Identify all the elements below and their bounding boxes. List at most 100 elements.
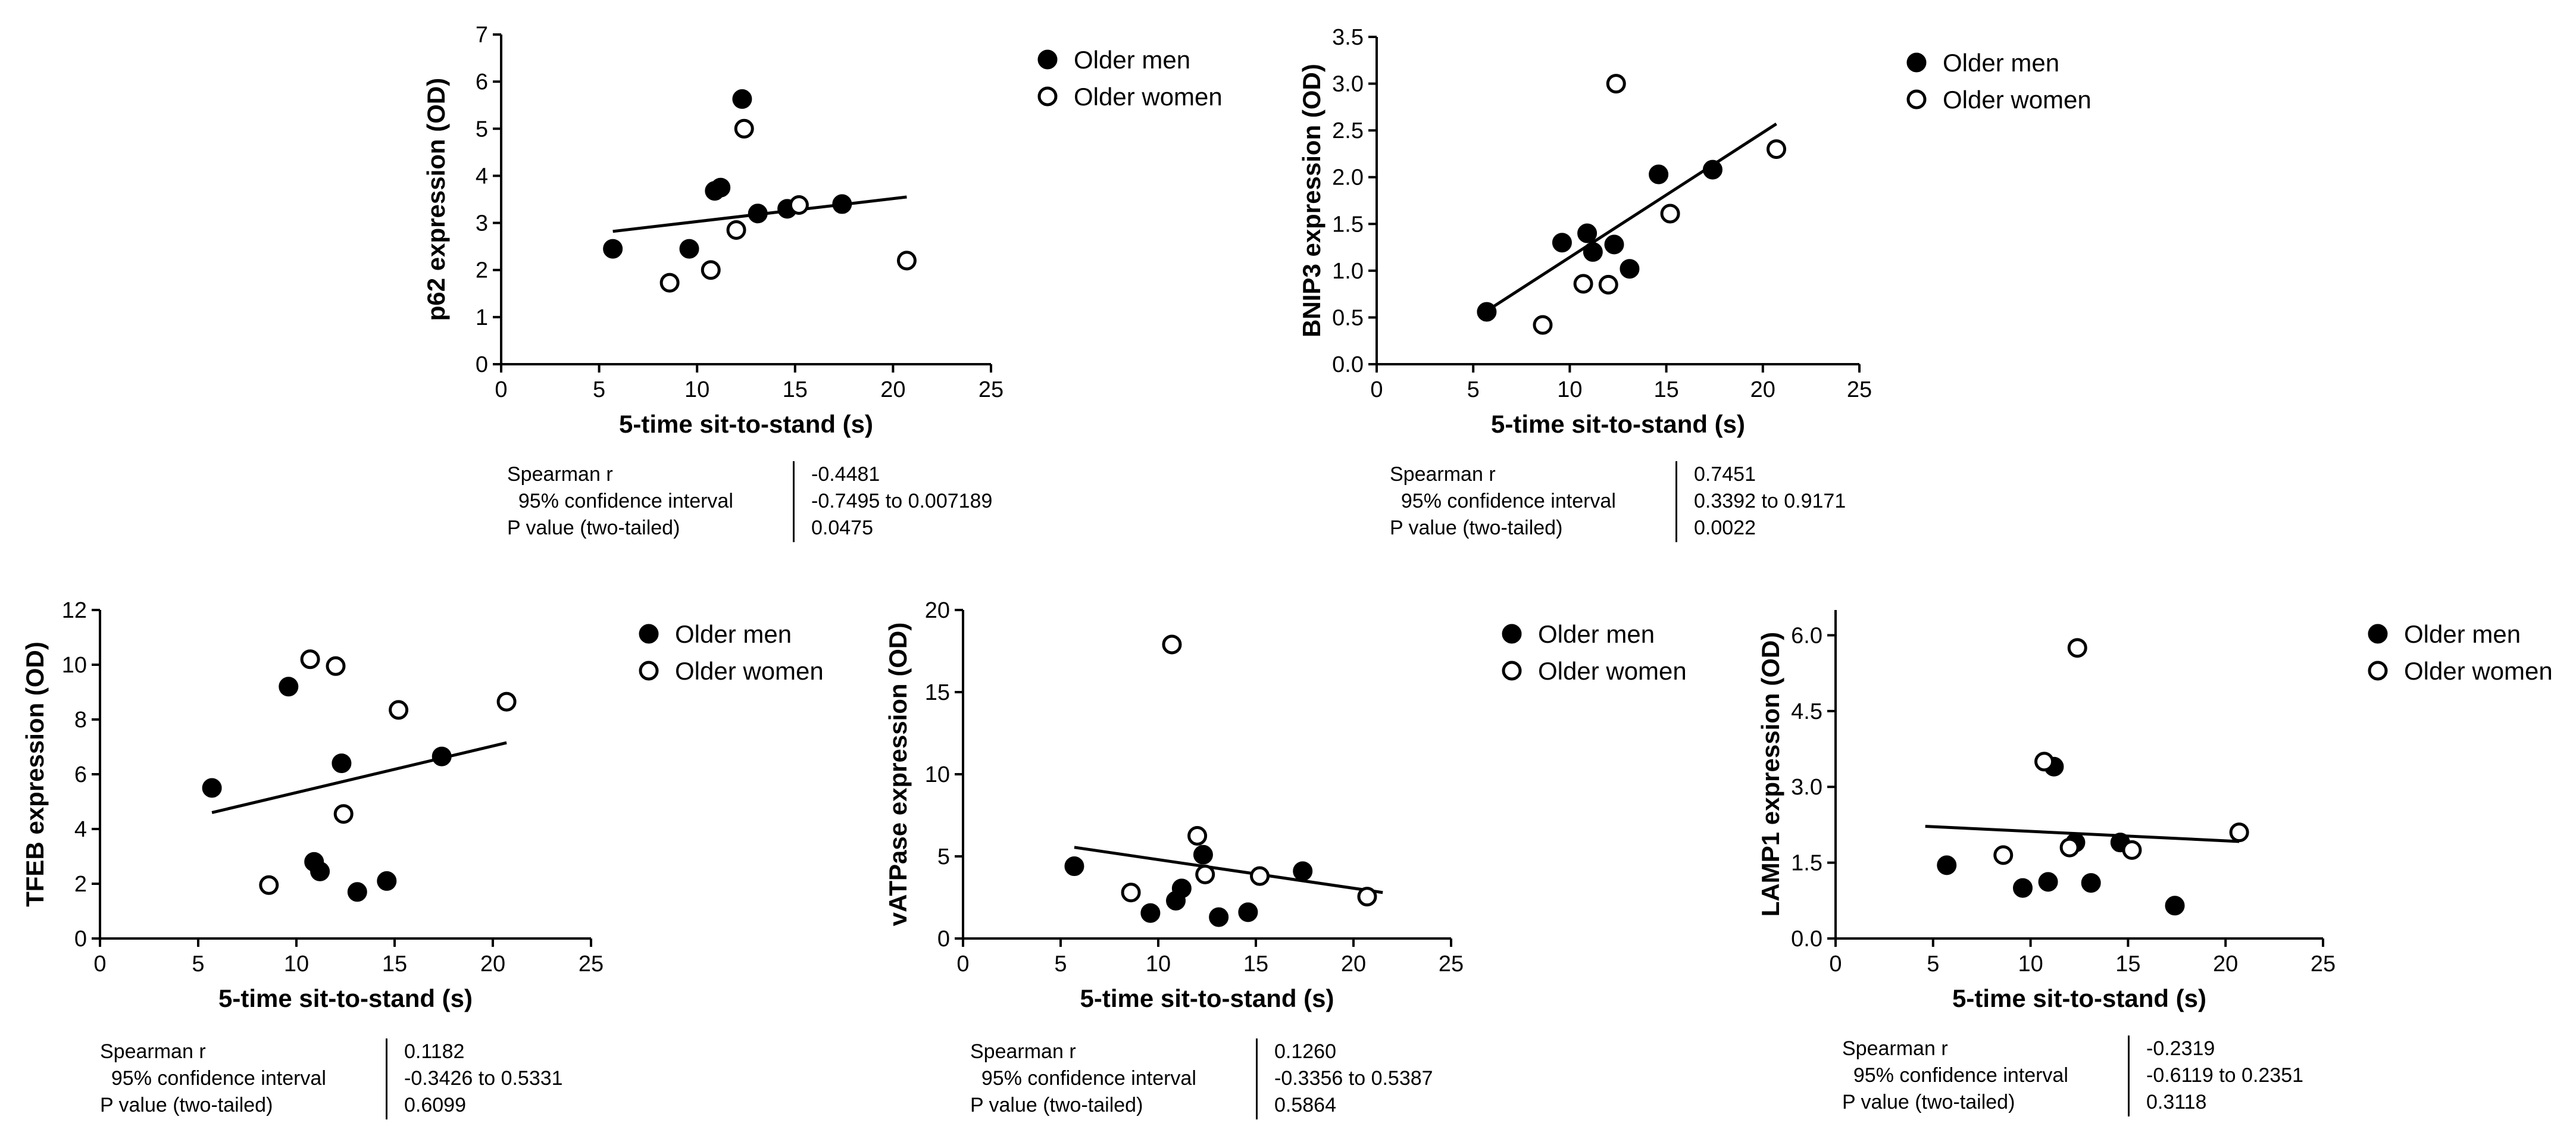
stats-label: 95% confidence interval [100,1065,387,1093]
y-tick-label: 1 [476,305,488,330]
x-tick-label: 25 [579,952,604,977]
y-tick-label: 3.5 [1332,25,1364,50]
legend-label-women: Older women [1074,83,1223,111]
point-older-men [2165,896,2185,916]
legend-label-women: Older women [1538,657,1687,685]
y-tick-label: 3 [476,211,488,236]
stats-row-r: Spearman r 0.7451 [1390,461,1846,489]
legend-label-women: Older women [675,657,824,685]
stats-label: P value (two-tailed) [1842,1089,2130,1116]
stats-value: 0.1182 [404,1040,465,1063]
stats-table-5: Spearman r -0.2319 95% confidence interva… [1842,1035,2303,1116]
point-older-men [1171,878,1192,899]
point-older-women [1606,74,1626,94]
x-tick-label: 15 [1653,377,1678,402]
x-tick-label: 0 [1829,952,1842,977]
chart-panel-1: 0 5 10 15 20 25 0 1 2 3 4 5 6 7 5-time sit-to-stand (s… [422,23,1223,438]
stats-row-ci: 95% confidence interval -0.3356 to 0.5387 [970,1065,1433,1093]
point-older-men [832,194,852,214]
stats-value: 0.5864 [1274,1094,1336,1117]
legend-marker-women [1906,89,1927,110]
point-older-women [1162,634,1182,655]
stats-label: 95% confidence interval [970,1065,1258,1093]
x-tick-label: 15 [783,377,808,402]
legend-label-men: Older men [675,620,792,648]
stats-row-p: P value (two-tailed) 0.3118 [1842,1089,2303,1116]
point-older-women [496,692,517,712]
y-tick-label: 1.5 [1332,212,1364,237]
y-axis-title: p62 expression (OD) [422,78,450,321]
point-older-men [2081,873,2101,893]
stats-label: Spearman r [1390,461,1677,489]
x-tick-label: 25 [978,377,1003,402]
stats-value: -0.6119 to 0.2351 [2146,1064,2304,1087]
point-older-men [2038,872,2058,892]
point-older-women [2067,638,2087,658]
point-older-women [701,260,721,280]
point-older-men [1064,856,1084,877]
point-older-women [1993,845,2014,865]
legend-label-women: Older women [1943,86,2092,114]
x-tick-label: 5 [1927,952,1939,977]
stats-row-p: P value (two-tailed) 0.6099 [100,1092,563,1119]
point-older-women [1195,864,1215,884]
legend: Older men Older women [1037,46,1223,111]
y-tick-label: 2 [74,872,87,897]
regression-line [1486,123,1777,312]
legend-label-men: Older men [1538,620,1655,648]
x-tick-label: 10 [1146,952,1171,977]
x-tick-label: 5 [1054,952,1067,977]
y-tick-label: 0.0 [1791,927,1822,952]
legend: Older men Older women [639,620,824,685]
legend-marker-men [2368,624,2388,644]
chart-panel-2: 0 5 10 15 20 25 0.0 0.5 1.0 1.5 2.0 2.5 3.0 3.5 5-time… [1298,25,2092,438]
y-tick-label: 15 [925,680,950,705]
x-tick-label: 20 [880,377,905,402]
x-tick-label: 20 [1341,952,1366,977]
stats-label: 95% confidence interval [507,488,795,515]
point-older-women [1533,315,1553,335]
y-tick-label: 4 [476,164,488,189]
legend-marker-men [1502,624,1522,644]
point-older-women [1357,887,1377,907]
point-older-men [748,204,768,224]
legend-label-men: Older men [2404,620,2521,648]
legend-marker-women [639,661,659,681]
legend: Older men Older women [1502,620,1687,685]
point-older-women [2059,837,2080,858]
stats-label: 95% confidence interval [1390,488,1677,515]
legend-marker-women [1037,86,1058,107]
point-older-men [1140,903,1161,923]
point-older-men [279,677,299,697]
stats-table-2: Spearman r 0.7451 95% confidence interval… [1390,461,1846,542]
stats-value: -0.2319 [2146,1037,2215,1060]
x-axis-title: 5-time sit-to-stand (s) [619,410,873,438]
y-tick-label: 3.0 [1791,775,1822,800]
stats-row-ci: 95% confidence interval -0.7495 to 0.0071… [507,488,992,515]
chart-panel-5: 0 5 10 15 20 25 0.0 1.5 3.0 4.5 6.0 5-time sit-to-s… [1756,610,2553,1012]
legend: Older men Older women [2368,620,2553,685]
x-tick-label: 0 [1370,377,1383,402]
x-tick-label: 20 [1750,377,1775,402]
legend-marker-men [1037,49,1058,70]
x-axis-title: 5-time sit-to-stand (s) [1952,984,2206,1012]
stats-value: 0.1260 [1274,1040,1336,1063]
point-older-women [1187,826,1208,846]
stats-row-p: P value (two-tailed) 0.0022 [1390,515,1846,542]
stats-value: -0.7495 to 0.007189 [811,490,993,513]
x-tick-label: 25 [1847,377,1872,402]
stats-label: 95% confidence interval [1842,1062,2130,1090]
point-older-men [1477,302,1497,322]
stats-table-3: Spearman r 0.1182 95% confidence interval… [100,1038,563,1119]
stats-value: 0.7451 [1694,463,1756,486]
point-older-men [202,778,222,798]
y-tick-label: 0 [937,927,950,952]
x-axis-title: 5-time sit-to-stand (s) [218,984,473,1012]
stats-value: 0.6099 [404,1094,466,1117]
x-tick-label: 25 [1439,952,1464,977]
stats-row-ci: 95% confidence interval -0.6119 to 0.2351 [1842,1062,2304,1090]
y-tick-label: 1.0 [1332,259,1364,284]
legend-marker-women [1502,661,1522,681]
point-older-men [1649,164,1669,184]
point-older-women [333,804,354,824]
